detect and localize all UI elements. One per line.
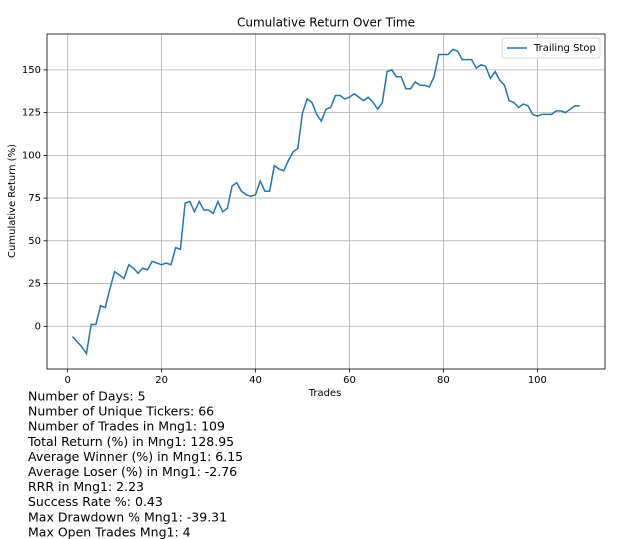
stat-line: Number of Unique Tickers: 66	[28, 404, 214, 419]
legend-label: Trailing Stop	[533, 43, 596, 54]
y-tick-label: 50	[28, 236, 41, 247]
y-tick-label: 150	[22, 65, 41, 76]
chart-title: Cumulative Return Over Time	[237, 16, 415, 30]
stat-line: Max Drawdown % Mng1: -39.31	[28, 509, 227, 524]
stat-line: RRR in Mng1: 2.23	[28, 479, 144, 494]
stat-line: Max Open Trades Mng1: 4	[28, 524, 191, 539]
y-tick-label: 100	[22, 150, 41, 161]
y-axis-label: Cumulative Return (%)	[7, 144, 18, 258]
y-tick-label: 75	[28, 193, 41, 204]
x-axis-label: Trades	[308, 388, 342, 399]
stat-line: Total Return (%) in Mng1: 128.95	[27, 434, 234, 449]
y-tick-label: 0	[35, 321, 41, 332]
x-tick-label: 40	[249, 375, 262, 386]
x-tick-label: 60	[343, 375, 356, 386]
legend-box	[501, 37, 601, 59]
stat-line: Average Winner (%) in Mng1: 6.15	[28, 449, 243, 464]
x-tick-label: 0	[64, 375, 70, 386]
stat-line: Number of Days: 5	[28, 389, 146, 404]
x-tick-label: 80	[437, 375, 450, 386]
stat-line: Number of Trades in Mng1: 109	[28, 419, 225, 434]
data-line	[71, 48, 580, 356]
x-tick-label: 20	[155, 375, 168, 386]
x-tick-label: 100	[528, 375, 547, 386]
y-tick-label: 25	[28, 279, 41, 290]
stat-line: Average Loser (%) in Mng1: -2.76	[28, 464, 237, 479]
plot-frame	[46, 33, 606, 370]
y-tick-label: 125	[22, 108, 41, 119]
stat-line: Success Rate %: 0.43	[28, 494, 163, 509]
